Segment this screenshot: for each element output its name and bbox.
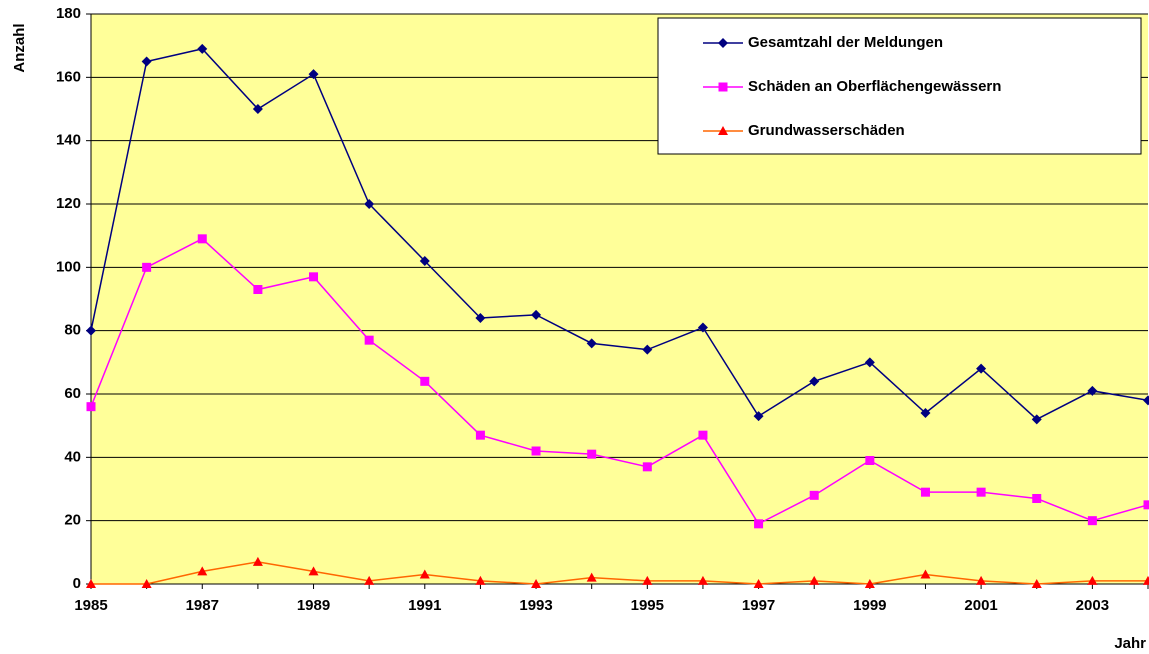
data-point bbox=[642, 344, 653, 355]
data-point bbox=[642, 462, 652, 472]
data-point bbox=[86, 325, 96, 336]
data-point bbox=[364, 575, 375, 585]
data-point bbox=[475, 575, 486, 585]
data-point bbox=[753, 411, 764, 422]
x-tick-label: 1991 bbox=[408, 597, 441, 614]
data-point bbox=[197, 43, 208, 54]
data-point bbox=[809, 376, 820, 387]
data-point bbox=[252, 556, 263, 566]
series-line bbox=[91, 561, 1148, 585]
data-point bbox=[364, 199, 375, 209]
legend-label: Grundwasserschäden bbox=[748, 122, 905, 139]
y-tick-label: 100 bbox=[56, 258, 81, 275]
data-point bbox=[419, 569, 430, 579]
data-point bbox=[308, 566, 319, 576]
data-point bbox=[531, 579, 542, 588]
series-line bbox=[90, 237, 1149, 525]
y-tick-label: 40 bbox=[64, 448, 81, 465]
data-point bbox=[141, 579, 152, 588]
data-point bbox=[1031, 414, 1042, 425]
data-point bbox=[586, 338, 597, 349]
data-point bbox=[920, 408, 931, 418]
data-point bbox=[531, 446, 541, 456]
legend-marker bbox=[718, 126, 728, 135]
data-point bbox=[697, 322, 708, 333]
x-tick-label: 1985 bbox=[74, 597, 107, 614]
data-point bbox=[642, 575, 653, 585]
data-point bbox=[809, 490, 819, 500]
data-point bbox=[141, 56, 152, 67]
data-point bbox=[197, 234, 207, 244]
data-point bbox=[253, 285, 263, 294]
data-point bbox=[864, 579, 875, 588]
data-point bbox=[419, 256, 430, 266]
y-tick-label: 20 bbox=[64, 512, 81, 529]
y-tick-label: 180 bbox=[56, 5, 81, 22]
data-point bbox=[1031, 579, 1042, 588]
x-tick-label: 2003 bbox=[1076, 597, 1109, 614]
y-tick-label: 0 bbox=[73, 575, 81, 592]
data-point bbox=[754, 519, 764, 529]
data-point bbox=[475, 313, 486, 323]
data-point bbox=[1032, 494, 1042, 503]
data-point bbox=[1143, 395, 1149, 406]
data-point bbox=[1143, 500, 1149, 510]
x-tick-label: 1997 bbox=[742, 597, 775, 614]
data-point bbox=[809, 575, 820, 585]
x-tick-label: 1995 bbox=[631, 597, 664, 614]
x-tick-label: 1999 bbox=[853, 597, 886, 614]
y-tick-label: 60 bbox=[64, 385, 81, 402]
y-tick-label: 120 bbox=[56, 195, 81, 212]
data-point bbox=[86, 579, 96, 588]
legend-label: Schäden an Oberflächengewässern bbox=[748, 78, 1001, 95]
data-point bbox=[976, 575, 987, 585]
data-point bbox=[364, 335, 374, 345]
x-tick-label: 2001 bbox=[964, 597, 997, 614]
y-tick-label: 160 bbox=[56, 68, 81, 85]
data-point bbox=[920, 487, 930, 497]
data-point bbox=[753, 579, 764, 588]
data-point bbox=[475, 430, 485, 440]
data-point bbox=[586, 572, 597, 582]
data-point bbox=[864, 357, 875, 368]
x-tick-label: 1993 bbox=[519, 597, 552, 614]
x-tick-label: 1989 bbox=[297, 597, 330, 614]
legend-label: Gesamtzahl der Meldungen bbox=[748, 34, 943, 51]
legend-marker bbox=[718, 38, 728, 48]
data-point bbox=[1087, 385, 1098, 396]
y-tick-label: 140 bbox=[56, 132, 81, 149]
data-point bbox=[252, 104, 263, 114]
data-point bbox=[420, 376, 430, 386]
x-axis-label: Jahr bbox=[1114, 635, 1146, 652]
data-point bbox=[308, 69, 319, 80]
y-axis-label: Anzahl bbox=[11, 23, 28, 72]
data-point bbox=[587, 449, 597, 459]
series-line bbox=[90, 48, 1149, 421]
data-point bbox=[309, 272, 319, 282]
data-point bbox=[697, 575, 708, 585]
y-tick-label: 80 bbox=[64, 322, 81, 339]
data-point bbox=[1087, 516, 1097, 526]
data-point bbox=[976, 487, 986, 497]
data-point bbox=[142, 262, 152, 272]
x-tick-label: 1987 bbox=[186, 597, 219, 614]
data-point bbox=[86, 402, 96, 412]
data-point bbox=[531, 309, 542, 320]
data-point bbox=[865, 456, 875, 465]
data-point bbox=[1143, 575, 1149, 585]
data-point bbox=[920, 569, 931, 579]
data-point bbox=[976, 363, 987, 374]
data-point bbox=[1087, 575, 1098, 585]
data-point bbox=[197, 566, 208, 576]
data-point bbox=[698, 430, 708, 440]
legend-marker bbox=[718, 82, 728, 92]
